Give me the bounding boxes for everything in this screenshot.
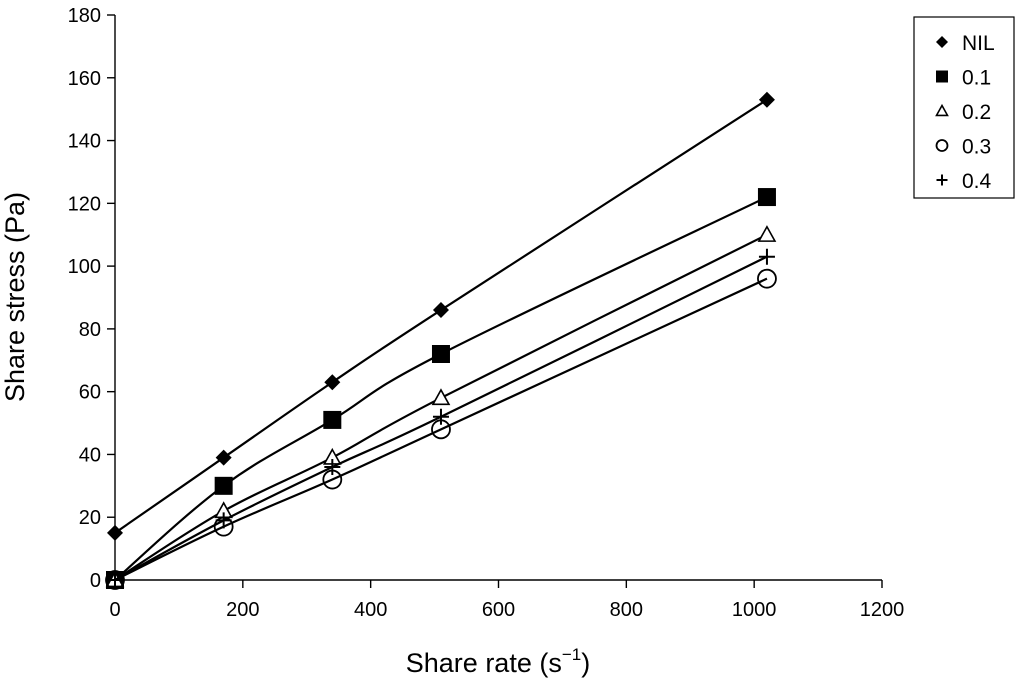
data-point bbox=[323, 410, 342, 429]
data-point bbox=[757, 188, 776, 207]
legend: NIL 0.1 0.2 0.3 0.4 bbox=[913, 16, 1015, 199]
series-line bbox=[114, 196, 768, 581]
series-0.4 bbox=[107, 248, 775, 588]
x-axis-ticks: 0 200 400 600 800 1000 1200 bbox=[109, 580, 904, 621]
legend-label: 0.1 bbox=[962, 67, 991, 90]
data-point bbox=[758, 248, 775, 265]
x-tick-label: 1000 bbox=[732, 599, 777, 621]
data-point bbox=[431, 388, 451, 406]
series-line bbox=[114, 233, 768, 581]
data-point bbox=[107, 572, 123, 588]
x-tick-label: 400 bbox=[354, 599, 387, 621]
data-point bbox=[757, 225, 777, 242]
series-line bbox=[114, 255, 768, 581]
y-axis-title: Share stress (Pa) bbox=[0, 192, 30, 402]
data-point bbox=[215, 449, 232, 466]
data-point bbox=[757, 268, 777, 289]
data-point bbox=[324, 374, 341, 391]
legend-marker bbox=[936, 70, 948, 83]
y-tick-label: 80 bbox=[79, 319, 101, 341]
y-tick-label: 160 bbox=[68, 68, 101, 90]
legend-marker bbox=[935, 103, 949, 117]
legend-item: 0.3 bbox=[935, 136, 991, 159]
legend-item: 0.1 bbox=[936, 67, 991, 90]
data-point bbox=[107, 524, 123, 541]
x-tick-label: 600 bbox=[482, 599, 515, 621]
series-line bbox=[114, 98, 768, 534]
data-point bbox=[324, 459, 341, 475]
series-layer bbox=[105, 91, 777, 590]
legend-item: 0.4 bbox=[936, 170, 992, 193]
legend-marker bbox=[936, 36, 948, 48]
x-tick-label: 1200 bbox=[860, 599, 905, 621]
y-tick-label: 20 bbox=[79, 507, 101, 529]
y-tick-label: 60 bbox=[79, 382, 101, 404]
y-tick-label: 140 bbox=[68, 131, 101, 153]
series-line bbox=[114, 277, 768, 581]
data-point bbox=[758, 91, 775, 108]
legend-marker bbox=[936, 174, 948, 186]
legend-item: NIL bbox=[936, 32, 995, 55]
y-tick-label: 100 bbox=[68, 256, 101, 278]
y-tick-label: 0 bbox=[90, 570, 101, 592]
y-tick-label: 40 bbox=[79, 444, 101, 466]
y-tick-label: 180 bbox=[68, 5, 101, 27]
legend-label: 0.4 bbox=[962, 170, 992, 193]
series-0.2 bbox=[105, 225, 777, 588]
legend-marker bbox=[935, 139, 949, 152]
data-point bbox=[105, 570, 125, 590]
data-point bbox=[432, 408, 449, 425]
data-point bbox=[431, 345, 450, 363]
data-point bbox=[214, 476, 233, 495]
series-0.1 bbox=[106, 188, 776, 589]
data-point bbox=[432, 302, 449, 319]
data-point bbox=[215, 512, 232, 529]
legend-label: NIL bbox=[962, 32, 995, 55]
y-axis-ticks: 0 20 40 60 80 100 120 140 160 180 bbox=[68, 5, 115, 592]
legend-label: 0.2 bbox=[962, 101, 991, 124]
x-tick-label: 800 bbox=[610, 599, 643, 621]
x-tick-label: 0 bbox=[109, 599, 120, 621]
legend-items: NIL 0.1 0.2 0.3 0.4 bbox=[935, 32, 995, 193]
x-axis-title: Share rate (s−1) bbox=[406, 645, 590, 678]
x-tick-label: 200 bbox=[226, 599, 259, 621]
legend-box bbox=[913, 16, 1015, 199]
legend-item: 0.2 bbox=[935, 101, 991, 124]
legend-label: 0.3 bbox=[962, 136, 991, 159]
series-NIL bbox=[107, 91, 775, 541]
y-tick-label: 120 bbox=[68, 193, 101, 215]
